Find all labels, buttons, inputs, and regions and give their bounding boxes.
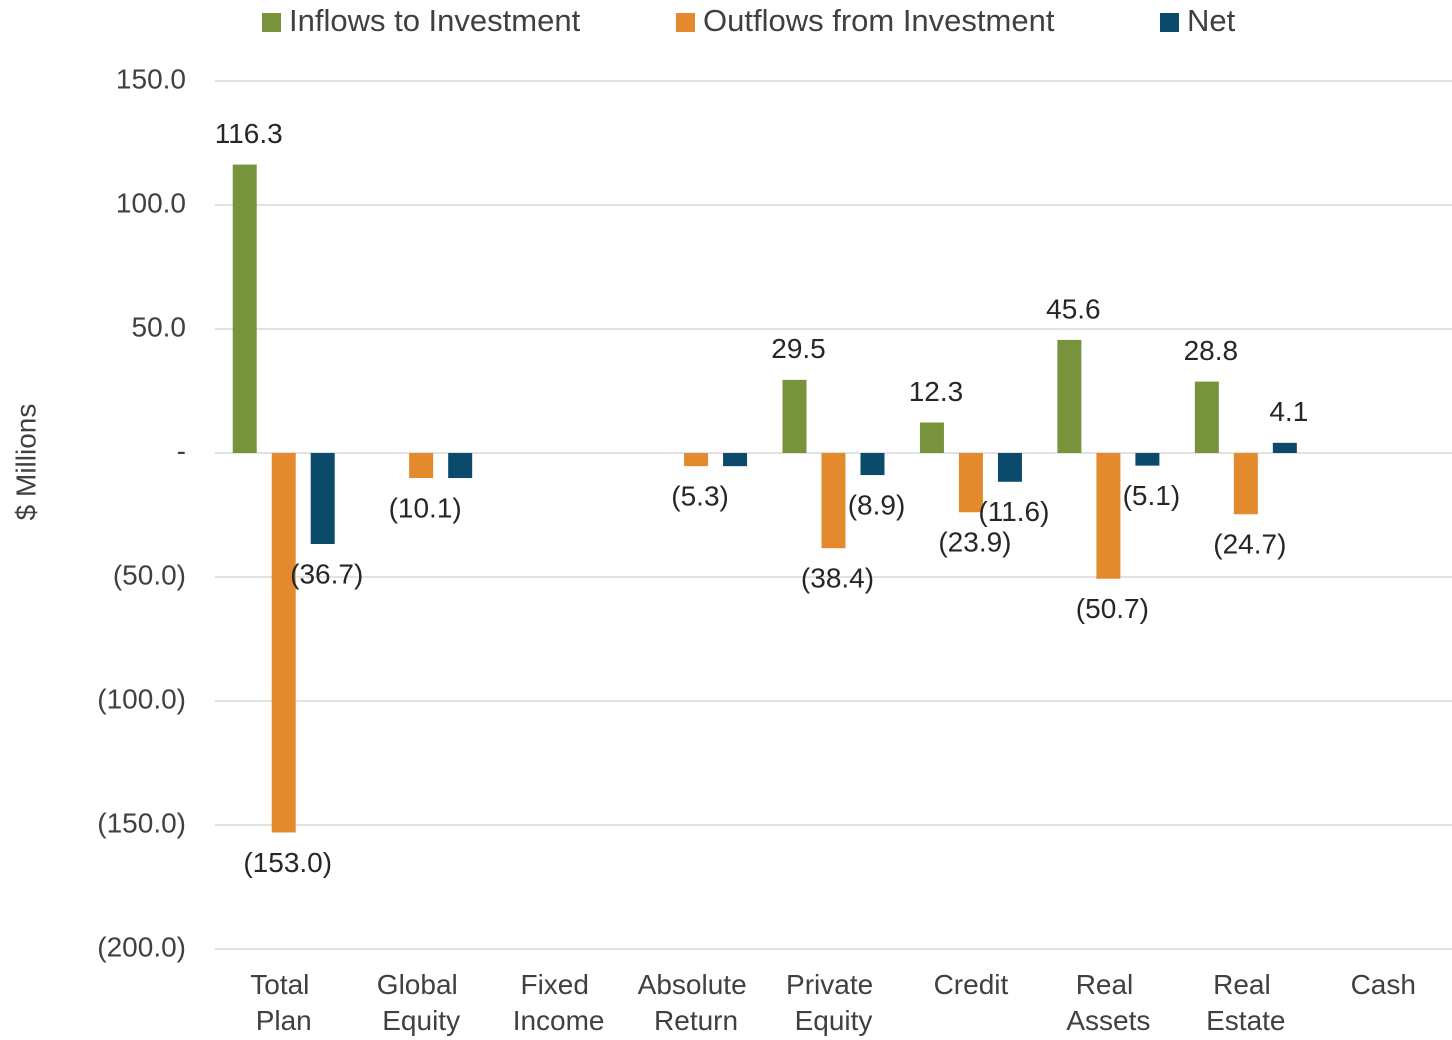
data-label: (10.1) bbox=[389, 492, 462, 523]
x-tick-label: Credit bbox=[934, 969, 1009, 1000]
y-tick-label: - bbox=[177, 435, 186, 466]
data-label: (153.0) bbox=[243, 847, 332, 878]
bar bbox=[684, 453, 709, 467]
data-label: (24.7) bbox=[1213, 529, 1286, 560]
bar bbox=[310, 453, 335, 545]
bar bbox=[723, 453, 748, 467]
bar bbox=[1057, 339, 1082, 453]
x-tick-label: Absolute Return bbox=[638, 969, 755, 1036]
data-label: 12.3 bbox=[909, 376, 964, 407]
data-label: (38.4) bbox=[801, 563, 874, 594]
y-tick-label: (200.0) bbox=[97, 931, 186, 962]
bar bbox=[1233, 453, 1258, 515]
legend-swatch bbox=[676, 13, 695, 32]
bar bbox=[1194, 381, 1219, 453]
x-tick-label: Cash bbox=[1351, 969, 1416, 1000]
bar bbox=[919, 422, 944, 453]
data-label: 28.8 bbox=[1184, 335, 1239, 366]
bar bbox=[821, 453, 846, 549]
bar bbox=[958, 453, 983, 513]
y-tick-label: 150.0 bbox=[116, 63, 186, 94]
bar bbox=[448, 453, 473, 479]
y-tick-label: (50.0) bbox=[113, 559, 186, 590]
bar bbox=[1272, 442, 1297, 453]
legend-label: Outflows from Investment bbox=[703, 3, 1055, 38]
bar bbox=[997, 453, 1022, 482]
data-label: 116.3 bbox=[215, 118, 283, 149]
bar bbox=[860, 453, 885, 476]
x-tick-label: Real Assets bbox=[1066, 969, 1150, 1036]
y-tick-label: (150.0) bbox=[97, 807, 186, 838]
bar bbox=[409, 453, 434, 479]
legend-swatch bbox=[1160, 13, 1179, 32]
legend-label: Inflows to Investment bbox=[289, 3, 581, 38]
data-label: (36.7) bbox=[290, 558, 363, 589]
legend-swatch bbox=[262, 13, 281, 32]
bar bbox=[271, 453, 296, 833]
bar bbox=[782, 379, 807, 453]
x-tick-label: Fixed Income bbox=[513, 969, 605, 1036]
y-axis-label: $ Millions bbox=[10, 404, 41, 521]
y-tick-label: 100.0 bbox=[116, 187, 186, 218]
data-label: 45.6 bbox=[1046, 293, 1101, 324]
bar bbox=[232, 164, 257, 454]
legend-label: Net bbox=[1187, 3, 1236, 38]
data-label: (5.3) bbox=[671, 481, 729, 512]
data-label: (11.6) bbox=[978, 496, 1049, 527]
data-label: (5.1) bbox=[1123, 480, 1181, 511]
data-label: (8.9) bbox=[848, 489, 906, 520]
x-tick-label: Private Equity bbox=[786, 969, 881, 1036]
bar bbox=[1135, 453, 1160, 466]
data-label: (50.7) bbox=[1076, 593, 1149, 624]
data-label: (23.9) bbox=[938, 527, 1011, 558]
x-tick-label: Global Equity bbox=[377, 969, 466, 1036]
y-tick-label: 50.0 bbox=[132, 311, 187, 342]
y-tick-label: (100.0) bbox=[97, 683, 186, 714]
x-tick-label: Total Plan bbox=[250, 969, 317, 1036]
bar bbox=[1096, 453, 1121, 579]
data-label: 29.5 bbox=[771, 333, 826, 364]
data-label: 4.1 bbox=[1269, 396, 1308, 427]
x-tick-label: Real Estate bbox=[1206, 969, 1285, 1036]
